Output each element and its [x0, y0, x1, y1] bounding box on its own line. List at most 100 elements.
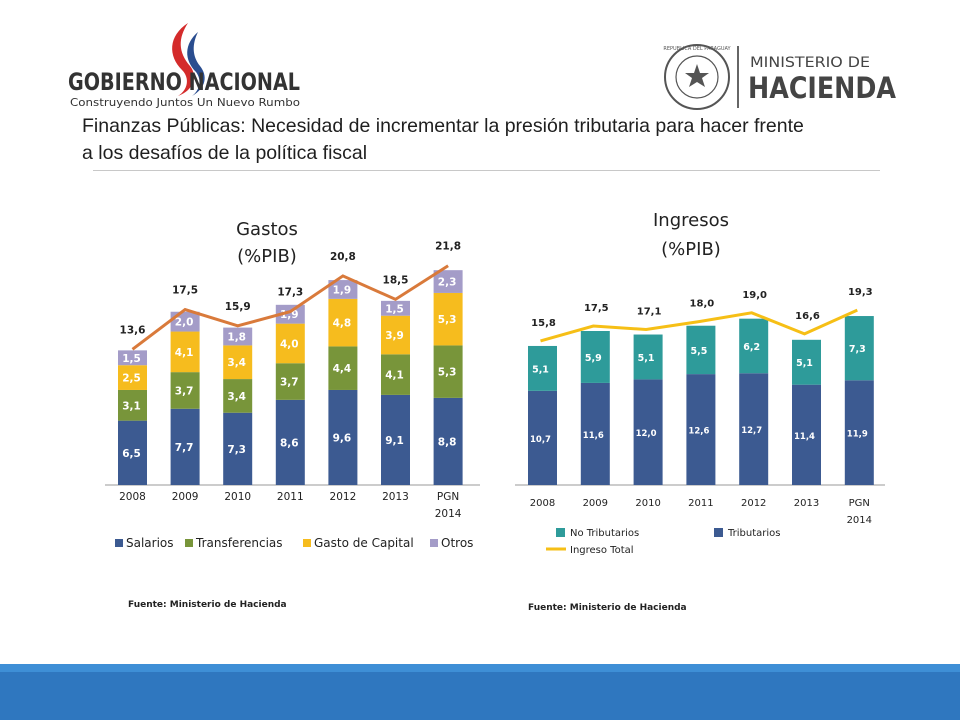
gastos-x-tick: 2014 — [435, 508, 462, 520]
gastos-data-label: 9,6 — [333, 432, 352, 444]
gastos-data-label: 1,5 — [385, 303, 404, 315]
ingresos-bar-tributarios — [528, 390, 557, 485]
ingresos-bar-no-tributarios — [739, 318, 769, 374]
gastos-bar-gasto-de-capital — [275, 323, 305, 364]
ingresos-data-label: 10,7 — [530, 435, 551, 445]
gastos-data-label: 3,7 — [175, 385, 194, 397]
ingresos-x-tick: 2011 — [688, 498, 713, 509]
gastos-bar-otros — [433, 270, 463, 293]
ingresos-data-label: 5,9 — [585, 353, 602, 364]
ingresos-bar-no-tributarios — [580, 331, 610, 383]
gastos-data-label: 5,3 — [438, 314, 457, 326]
gastos-bar-transferencias — [381, 354, 410, 395]
gastos-data-label: 6,5 — [122, 448, 141, 460]
gastos-total-label: 17,3 — [277, 287, 303, 299]
ingresos-bar-tributarios — [844, 380, 874, 485]
gastos-bar-gasto-de-capital — [223, 345, 253, 380]
gastos-total-label: 17,5 — [172, 285, 198, 297]
logo-tagline: Construyendo Juntos Un Nuevo Rumbo — [70, 97, 300, 109]
ingresos-total-label: 15,8 — [531, 318, 556, 329]
gastos-data-label: 4,4 — [333, 363, 352, 375]
gastos-bar-otros — [328, 280, 358, 299]
ingresos-total-label: 16,6 — [795, 311, 820, 322]
gastos-bar-otros — [223, 327, 253, 346]
ingresos-data-label: 11,9 — [847, 430, 868, 440]
ingresos-bar-tributarios — [580, 382, 610, 485]
logo-name: GOBIERNO NACIONAL — [68, 68, 300, 96]
gastos-data-label: 3,4 — [227, 391, 246, 403]
ingresos-bar-tributarios — [792, 384, 821, 485]
ingresos-title-line1: Ingresos — [653, 210, 729, 231]
gastos-x-tick: 2009 — [172, 491, 199, 503]
logo-flag-red — [172, 23, 194, 96]
gastos-bar-salarios — [170, 408, 200, 485]
gastos-legend-label: Salarios — [126, 536, 174, 550]
ingresos-x-tick: 2010 — [635, 498, 660, 509]
gastos-legend-label: Gasto de Capital — [314, 536, 414, 550]
ingresos-data-label: 6,2 — [743, 342, 760, 353]
ingresos-x-tick: 2009 — [583, 498, 608, 509]
gastos-data-label: 4,0 — [280, 338, 299, 350]
ingresos-bar-no-tributarios — [844, 316, 874, 381]
ingresos-legend-label: No Tributarios — [570, 528, 639, 539]
footer-stripe — [0, 664, 960, 672]
ingresos-x-tick: 2008 — [530, 498, 555, 509]
gastos-data-label: 7,3 — [227, 444, 246, 456]
gastos-bar-gasto-de-capital — [328, 298, 358, 347]
gastos-source: Fuente: Ministerio de Hacienda — [128, 600, 287, 610]
gastos-data-label: 3,7 — [280, 377, 299, 389]
ingresos-data-label: 5,1 — [532, 364, 549, 375]
gastos-x-tick: 2010 — [224, 491, 251, 503]
gastos-bar-gasto-de-capital — [170, 331, 200, 373]
gastos-total-label: 18,5 — [383, 274, 409, 286]
gastos-data-label: 4,8 — [333, 318, 352, 330]
ministerio-hacienda-logo: REPUBLICA DEL PARAGUAY MINISTERIO DE HAC… — [663, 44, 896, 110]
gastos-data-label: 2,3 — [438, 277, 457, 289]
ingresos-legend-label: Ingreso Total — [570, 545, 634, 556]
logo-line1: MINISTERIO DE — [750, 55, 870, 71]
ingresos-data-label: 11,4 — [794, 432, 815, 442]
gastos-bar-salarios — [118, 420, 147, 485]
gastos-bar-transferencias — [118, 389, 147, 421]
ingresos-data-label: 12,0 — [636, 429, 657, 439]
gastos-legend-label: Otros — [441, 536, 473, 550]
ingresos-total-label: 18,0 — [690, 299, 715, 310]
ingresos-source: Fuente: Ministerio de Hacienda — [528, 603, 687, 613]
gastos-total-label: 21,8 — [435, 241, 461, 253]
gastos-x-tick: 2012 — [330, 491, 357, 503]
gastos-title-line2: (%PIB) — [237, 246, 297, 267]
logo-line2: HACIENDA — [748, 71, 896, 105]
ingresos-legend-label: Tributarios — [727, 528, 780, 539]
ingresos-title-line2: (%PIB) — [661, 239, 721, 260]
gastos-data-label: 2,0 — [175, 317, 194, 329]
gastos-bar-otros — [381, 300, 410, 316]
gastos-bar-gasto-de-capital — [381, 315, 410, 355]
ingresos-data-label: 12,6 — [688, 427, 709, 437]
gastos-legend-label: Transferencias — [195, 536, 283, 550]
footer-band — [0, 664, 960, 720]
gastos-data-label: 9,1 — [385, 435, 404, 447]
gastos-bar-transferencias — [328, 346, 358, 390]
seal-outer — [664, 44, 730, 110]
gastos-bar-gasto-de-capital — [433, 292, 463, 346]
ingresos-x-tick: 2014 — [847, 515, 872, 526]
seal-text: REPUBLICA DEL PARAGUAY — [663, 46, 731, 52]
gastos-bar-salarios — [223, 412, 253, 485]
gobierno-nacional-logo: GOBIERNO NACIONAL Construyendo Juntos Un… — [68, 23, 300, 109]
gastos-x-tick: 2013 — [382, 491, 409, 503]
gastos-data-label: 1,5 — [122, 353, 141, 365]
ingresos-total-label: 19,0 — [742, 290, 767, 301]
gastos-bar-salarios — [433, 397, 463, 485]
gastos-bar-transferencias — [433, 345, 463, 398]
gastos-bar-salarios — [275, 399, 305, 485]
gastos-data-label: 5,3 — [438, 367, 457, 379]
gastos-legend-swatch — [430, 539, 438, 547]
ingresos-bar-no-tributarios — [528, 345, 557, 391]
gastos-data-label: 1,8 — [227, 332, 246, 344]
ingresos-total-label: 17,5 — [584, 303, 609, 314]
logo-flag-blue — [187, 32, 205, 96]
gastos-data-label: 2,5 — [122, 373, 141, 385]
gastos-bar-transferencias — [170, 372, 200, 409]
gastos-total-label: 20,8 — [330, 251, 356, 263]
